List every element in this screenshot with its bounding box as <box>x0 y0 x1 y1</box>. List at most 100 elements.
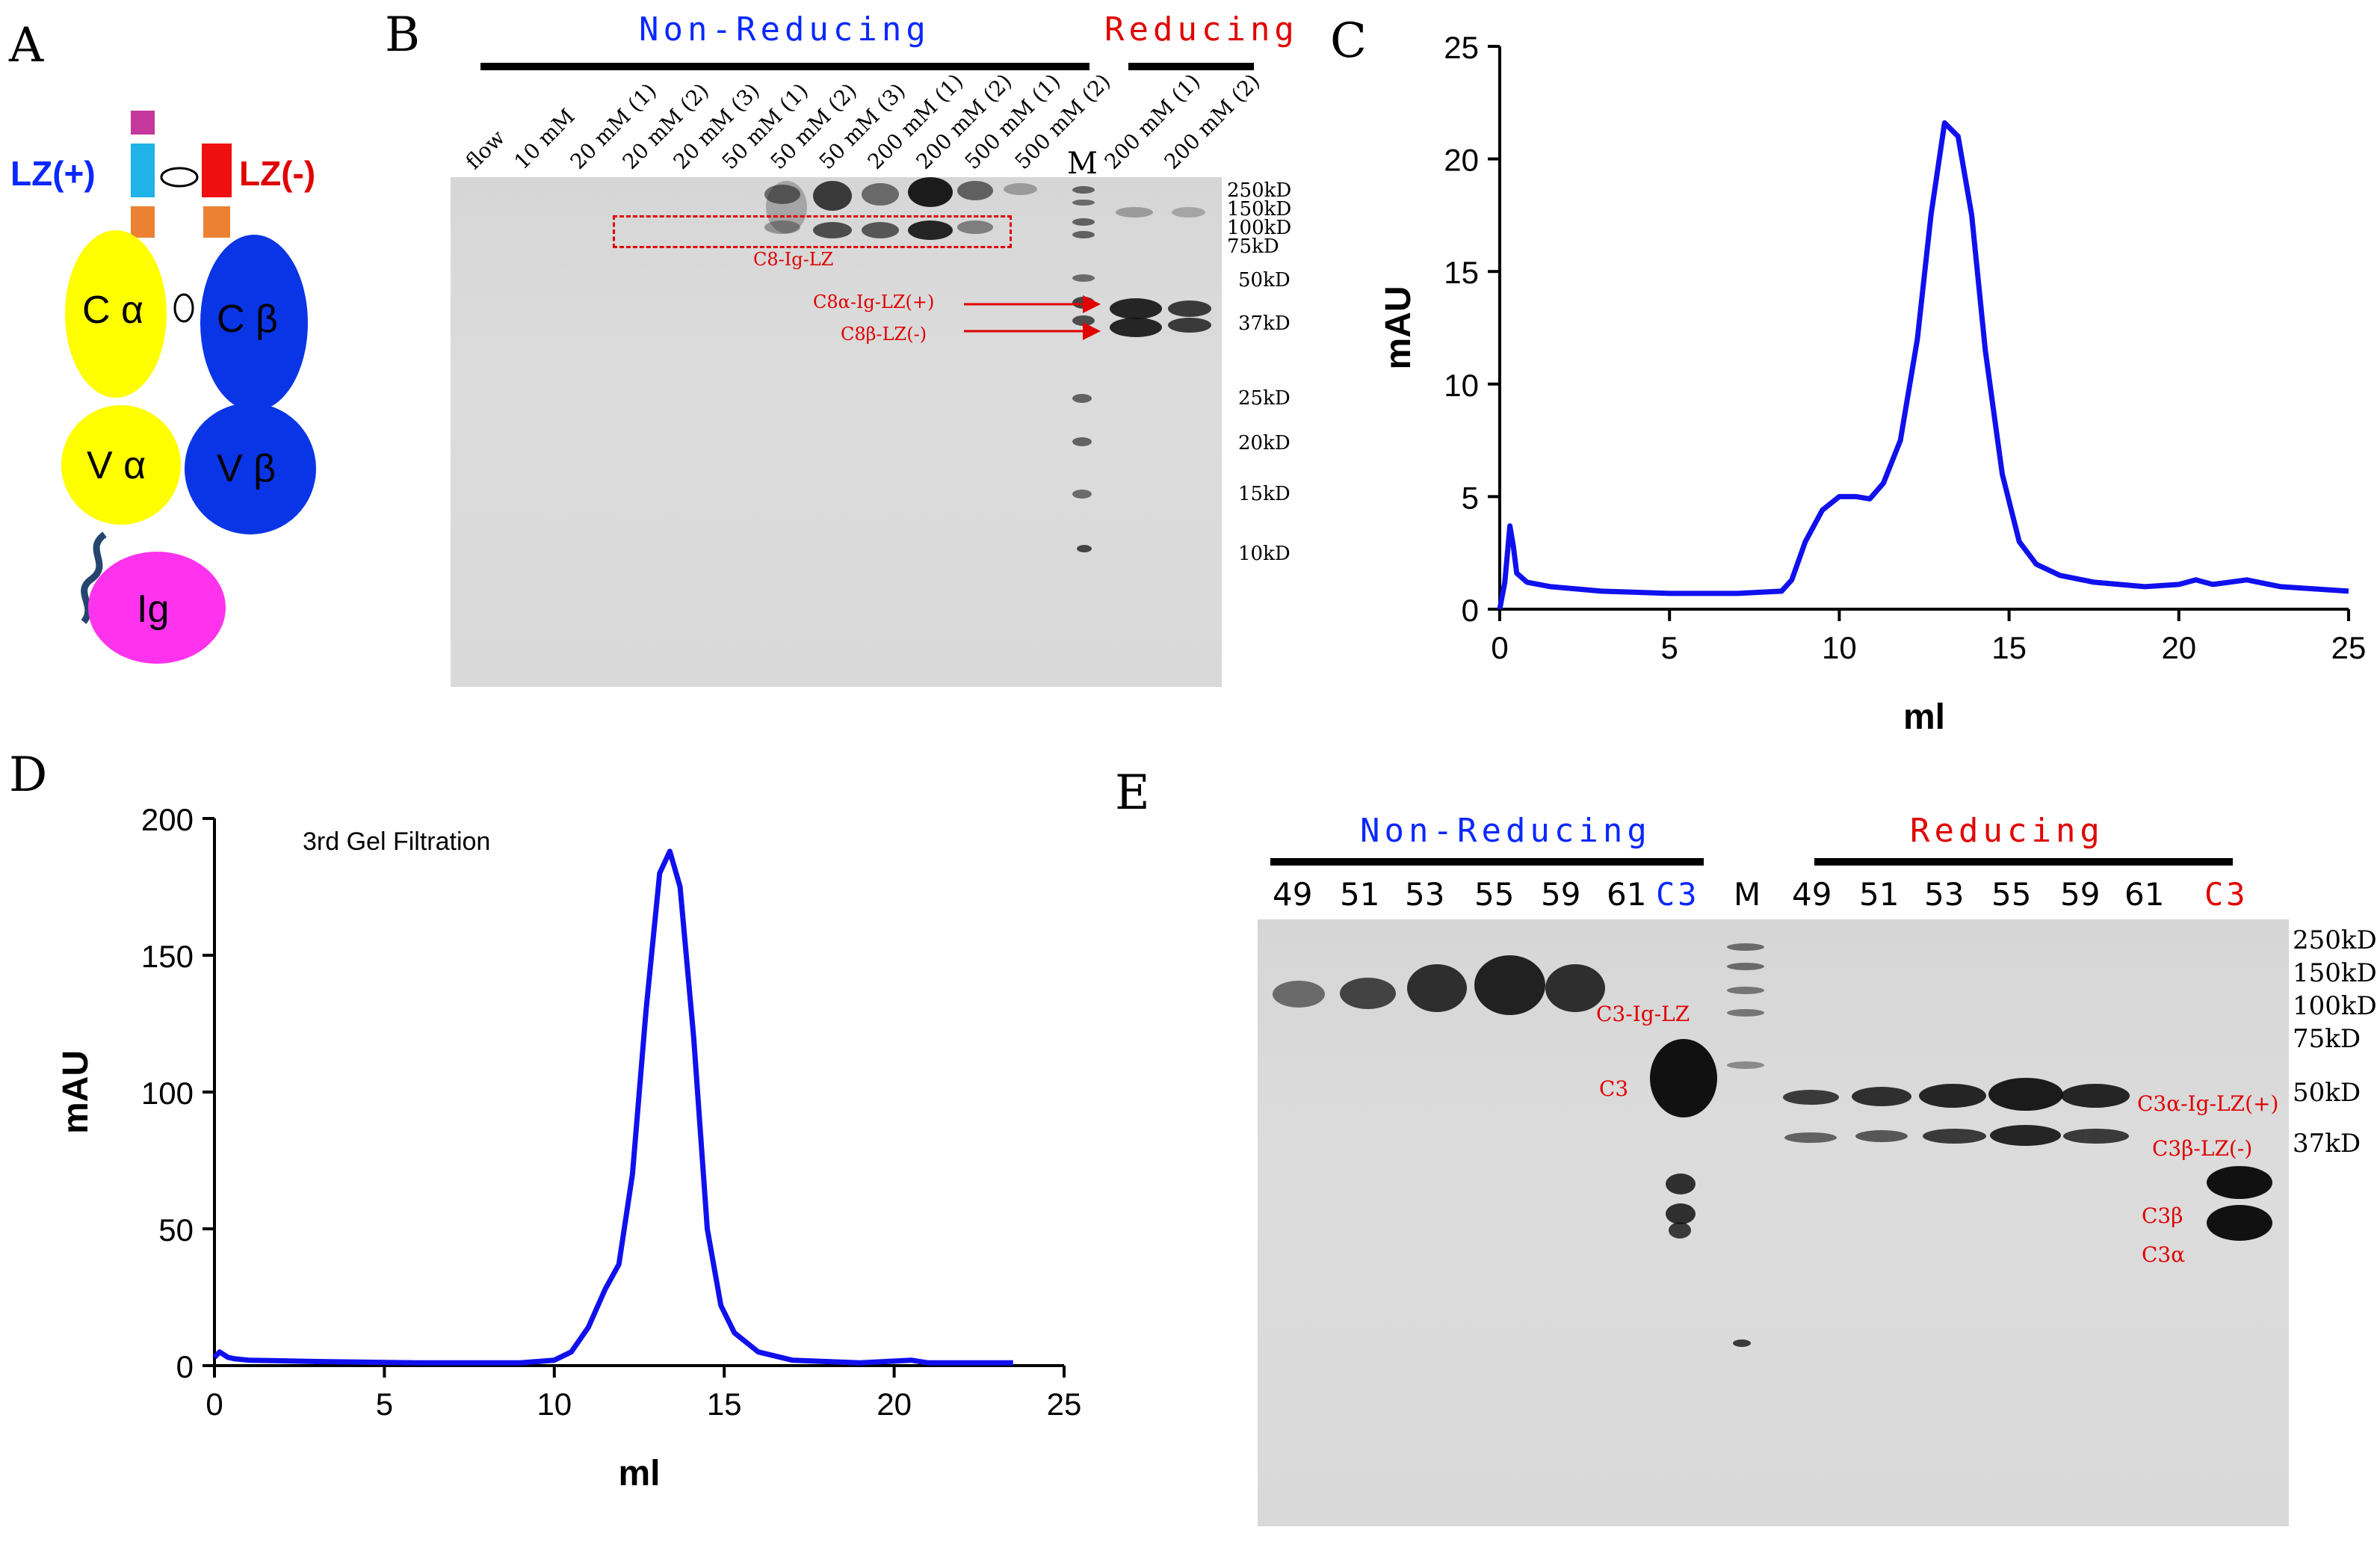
gel-band <box>1545 964 1605 1012</box>
b-mw-label: 15kD <box>1238 483 1291 505</box>
lz-bond <box>160 167 199 188</box>
tag-square <box>131 111 155 135</box>
e-lane-c3-r: C3 <box>2204 876 2248 913</box>
gel-band <box>1783 1090 1839 1105</box>
y-tick-label: 150 <box>141 939 194 974</box>
marker-band <box>1727 943 1764 951</box>
gel-band <box>1784 1132 1837 1143</box>
ig-label: Ig <box>137 588 169 631</box>
series-line <box>1497 120 2349 610</box>
marker-band <box>1077 545 1092 552</box>
gel-band <box>813 222 852 238</box>
e-lane-label: 51 <box>1340 876 1380 913</box>
e-reducing-bar <box>1814 858 2233 866</box>
gel-band <box>1988 1078 2063 1111</box>
marker-band <box>1072 186 1095 194</box>
panel-label-e: E <box>1115 765 1150 821</box>
chart-d: 0 5 10 15 20 25 0 50 100 150 200 ml mAU 3rd Gel Filtr… <box>56 802 1081 1493</box>
y-tick-label: 20 <box>1444 143 1479 178</box>
lz-minus-label: LZ(-) <box>239 154 315 193</box>
x-axis-title: ml <box>1903 697 1945 737</box>
gel-band <box>1669 1222 1691 1239</box>
b-mw-label: 50kD <box>1238 269 1291 292</box>
marker-band <box>1072 490 1092 499</box>
marker-band <box>1727 987 1764 994</box>
e-mw-label: 50kD <box>2293 1078 2361 1108</box>
gel-band <box>1172 207 1205 218</box>
v-alpha-label: V α <box>87 444 146 487</box>
b-mw-label: 25kD <box>1238 387 1291 410</box>
b-marker-label: M <box>1067 147 1098 181</box>
x-tick-label: 5 <box>376 1387 393 1422</box>
e-lane-label: 55 <box>1991 876 2032 913</box>
e-reducing-header: Reducing <box>1910 812 2104 850</box>
c-beta-domain <box>200 235 308 411</box>
gel-band <box>1474 955 1545 1015</box>
gel-band <box>1116 207 1153 218</box>
e-lane-label: 53 <box>1924 876 1965 913</box>
tcr-construct-diagram: LZ(+) LZ(-) C α C β V α V β Ig <box>10 111 316 664</box>
e-lane-c3-nr: C3 <box>1656 876 1700 913</box>
e-lane-label: 49 <box>1792 876 1832 913</box>
y-tick-label: 0 <box>1462 593 1479 628</box>
gel-band <box>1990 1125 2061 1146</box>
marker-band <box>1733 1339 1751 1347</box>
y-axis-title: mAU <box>56 1050 96 1134</box>
e-mw-label: 75kD <box>2293 1024 2361 1054</box>
y-tick-label: 10 <box>1444 368 1479 403</box>
e-mw-label: 250kD <box>2293 925 2377 955</box>
gel-band <box>1110 298 1162 319</box>
e-lane-label: 53 <box>1405 876 1445 913</box>
gel-band <box>1273 981 1325 1008</box>
x-tick-label: 15 <box>1991 630 2027 665</box>
linker-left <box>131 206 155 238</box>
marker-band <box>1072 200 1095 206</box>
b-reducing-header: Reducing <box>1104 10 1299 49</box>
y-tick-label: 0 <box>176 1349 194 1384</box>
marker-band <box>1072 274 1095 282</box>
gel-band <box>764 185 800 204</box>
gel-band <box>862 183 899 206</box>
gel-band <box>1923 1129 1986 1144</box>
gel-band <box>908 221 953 240</box>
e-mw-label: 100kD <box>2293 991 2377 1021</box>
b-annot-alpha: C8α-Ig-LZ(+) <box>813 292 935 312</box>
e-annot-c3a: C3α <box>2142 1242 2186 1267</box>
gel-band <box>2061 1084 2130 1108</box>
x-tick-label: 5 <box>1661 630 1678 665</box>
lz-minus-domain <box>202 144 232 197</box>
e-marker-label: M <box>1734 876 1761 913</box>
gel-band <box>764 221 800 234</box>
marker-band <box>1727 1061 1764 1069</box>
x-tick-label: 0 <box>1491 630 1508 665</box>
disulfide-bond <box>173 293 194 323</box>
gel-band <box>1666 1174 1696 1194</box>
y-axis-title: mAU <box>1379 286 1418 369</box>
ig-domain <box>88 552 226 664</box>
b-non-reducing-bar <box>480 63 1089 70</box>
e-non-reducing-bar <box>1270 858 1704 866</box>
gel-band <box>1340 978 1396 1009</box>
c-beta-label: C β <box>217 297 278 341</box>
x-axis-title: ml <box>618 1454 660 1493</box>
gel-band <box>813 181 852 211</box>
gel-band <box>1919 1084 1986 1108</box>
b-mw-label: 20kD <box>1238 432 1291 454</box>
marker-band <box>1727 963 1764 970</box>
chart-c: 0 5 10 15 20 25 0 5 10 15 20 25 ml mAU <box>1379 30 2366 737</box>
b-mw-label: 250kD <box>1227 179 1292 202</box>
gel-band <box>1666 1203 1696 1224</box>
e-mw-label: 150kD <box>2293 958 2377 988</box>
x-tick-label: 10 <box>537 1387 572 1422</box>
e-annot-alpha: C3α-Ig-LZ(+) <box>2137 1091 2279 1116</box>
e-lane-label: 59 <box>2060 876 2101 913</box>
lz-plus-domain <box>131 144 155 197</box>
y-tick-label: 15 <box>1444 255 1479 290</box>
linker-squiggle <box>81 531 107 624</box>
b-lane-label: flow <box>460 125 510 174</box>
linker-right <box>203 206 230 238</box>
e-annot-c3iglz: C3-Ig-LZ <box>1596 1002 1690 1026</box>
e-lane-label: 51 <box>1859 876 1900 913</box>
gel-band <box>957 181 993 200</box>
x-tick-label: 15 <box>707 1387 742 1422</box>
